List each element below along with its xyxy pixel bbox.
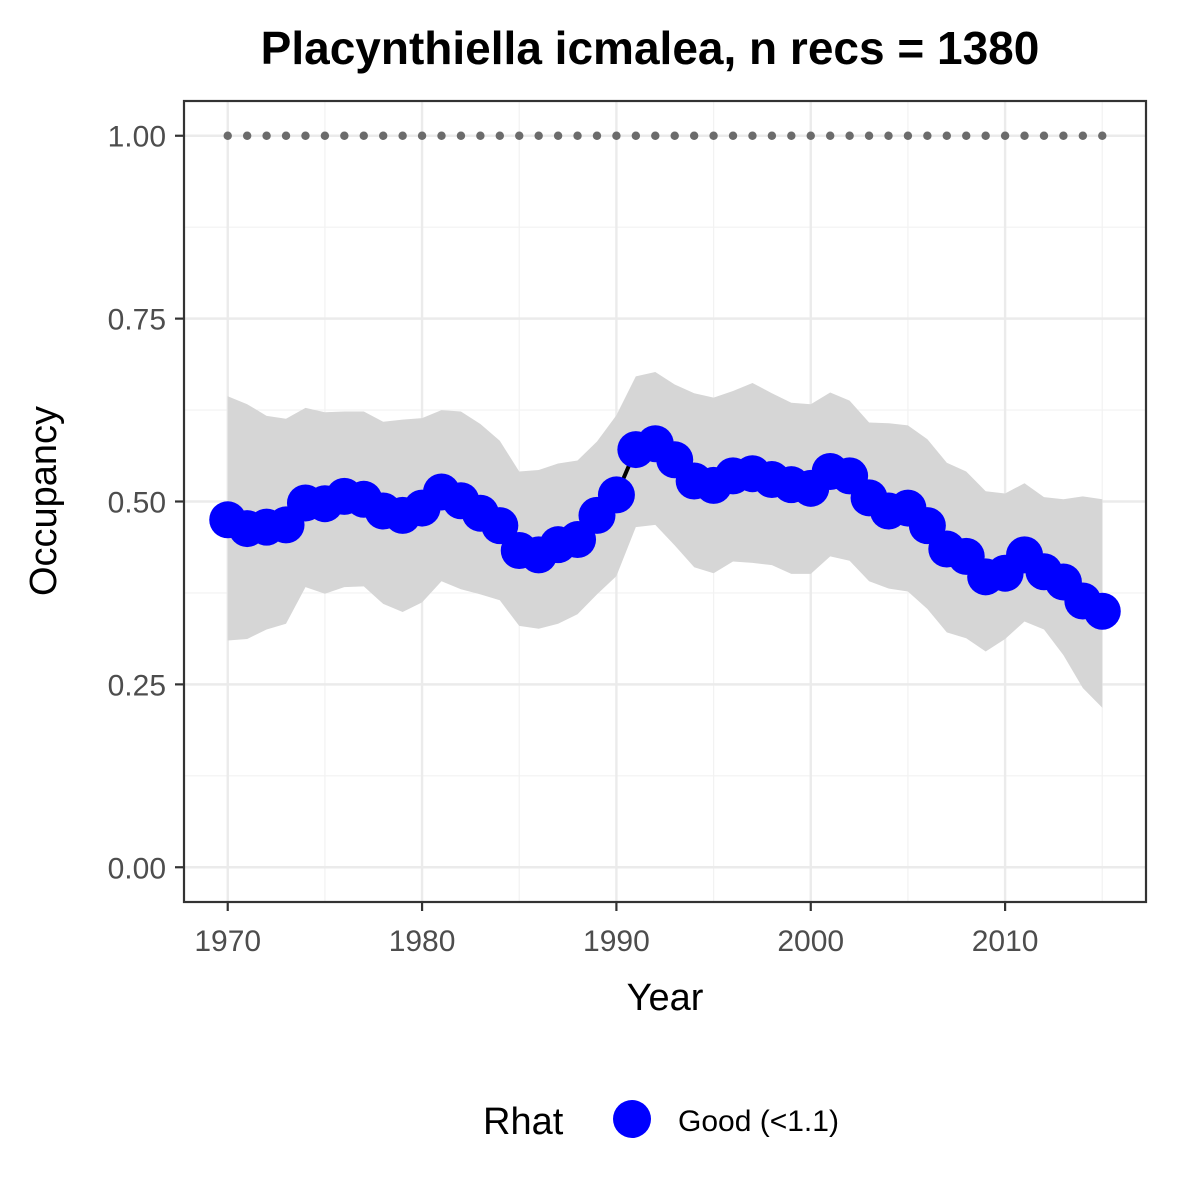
x-tick-label-1970: 1970	[194, 925, 261, 958]
reference-dot-2013	[1059, 131, 1068, 140]
reference-dot-2002	[845, 131, 854, 140]
reference-dot-1985	[515, 131, 524, 140]
chart-title: Placynthiella icmalea, n recs = 1380	[261, 22, 1040, 74]
reference-dot-1978	[379, 131, 388, 140]
reference-dot-1973	[281, 131, 291, 140]
reference-dot-1988	[573, 131, 582, 140]
y-tick-label-0.75: 0.75	[108, 304, 166, 337]
reference-dot-2007	[942, 131, 951, 140]
reference-dot-2010	[1000, 131, 1010, 140]
data-point-2015	[1083, 592, 1121, 630]
data-point-1990	[597, 476, 635, 514]
axes: 1970 1980 1990 2000 2010 0.00 0.25 0.50 0.75 1.00	[108, 121, 1039, 958]
reference-dot-1974	[301, 131, 310, 140]
reference-dot-1987	[553, 131, 563, 140]
reference-dot-1999	[787, 131, 796, 140]
reference-dot-2003	[864, 131, 874, 140]
credible-interval-ribbon	[227, 372, 1103, 708]
legend-title: Rhat	[483, 1101, 564, 1143]
legend: Rhat Good (<1.1)	[483, 1100, 839, 1143]
reference-dot-1970	[223, 131, 232, 140]
y-tick-label-0.00: 0.00	[108, 852, 166, 885]
reference-dot-1983	[476, 131, 485, 140]
reference-dot-1990	[612, 131, 621, 140]
reference-dot-2001	[825, 131, 835, 140]
y-axis-title: Occupancy	[23, 406, 65, 596]
legend-key-good	[613, 1100, 651, 1138]
reference-dot-1971	[242, 131, 252, 140]
reference-dot-2009	[981, 131, 990, 140]
reference-dot-1992	[651, 131, 660, 140]
y-tick-label-0.50: 0.50	[108, 487, 166, 520]
reference-dot-1997	[748, 131, 757, 140]
x-axis-title: Year	[627, 977, 704, 1019]
reference-dot-1998	[767, 131, 777, 140]
y-tick-label-0.25: 0.25	[108, 669, 166, 702]
data-point-1984	[481, 507, 519, 545]
legend-label-good: Good (<1.1)	[678, 1105, 839, 1138]
x-tick-label-2010: 2010	[972, 925, 1039, 958]
x-tick-label-1990: 1990	[583, 925, 650, 958]
reference-dot-2011	[1020, 131, 1029, 140]
reference-dot-1986	[534, 131, 543, 140]
occupancy-points	[209, 425, 1121, 630]
reference-dot-1981	[437, 131, 446, 140]
reference-dot-2008	[962, 131, 971, 140]
reference-line	[223, 131, 1107, 140]
reference-dot-2014	[1078, 131, 1088, 140]
reference-dot-1980	[417, 131, 427, 140]
reference-dot-1994	[689, 131, 699, 140]
reference-dot-1984	[495, 131, 505, 140]
reference-dot-1993	[670, 131, 679, 140]
reference-dot-1989	[592, 131, 602, 140]
reference-dot-1979	[398, 131, 407, 140]
reference-dot-2015	[1098, 131, 1107, 140]
y-tick-label-1.00: 1.00	[108, 121, 166, 154]
reference-dot-2012	[1039, 131, 1049, 140]
reference-dot-1982	[456, 131, 466, 140]
reference-dot-1975	[320, 131, 330, 140]
reference-dot-2000	[806, 131, 815, 140]
reference-dot-1995	[709, 131, 718, 140]
reference-dot-1996	[728, 131, 738, 140]
reference-dot-1991	[631, 131, 641, 140]
reference-dot-1972	[262, 131, 271, 140]
reference-dot-1976	[340, 131, 349, 140]
x-tick-label-1980: 1980	[389, 925, 456, 958]
reference-dot-2005	[903, 131, 913, 140]
reference-dot-2006	[923, 131, 932, 140]
x-tick-label-2000: 2000	[777, 925, 844, 958]
reference-dot-1977	[359, 131, 368, 140]
reference-dot-2004	[884, 131, 893, 140]
